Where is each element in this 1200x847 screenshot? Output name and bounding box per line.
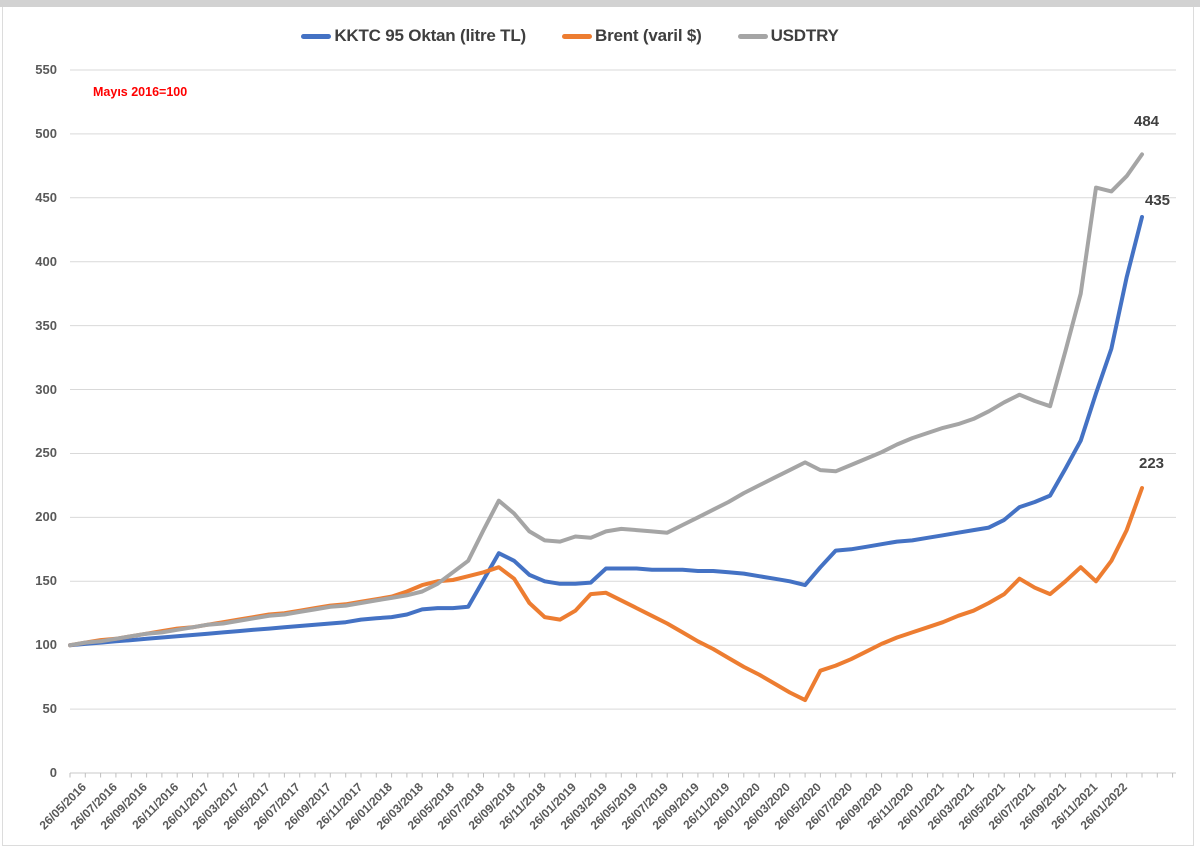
- y-axis-label-0: 0: [49, 765, 57, 780]
- y-axis-label-100: 100: [35, 637, 57, 652]
- y-axis-label-500: 500: [35, 126, 57, 141]
- y-axis-label-200: 200: [35, 509, 57, 524]
- y-axis-label-550: 550: [35, 62, 57, 77]
- series-line-brent: [68, 486, 1144, 703]
- legend-label-usdtry: USDTRY: [770, 26, 839, 45]
- y-axis-label-300: 300: [35, 382, 57, 397]
- legend-swatch-kktc-icon: [301, 33, 332, 39]
- frame-border-bottom: [2, 845, 1194, 846]
- legend-item-kktc-95-oktan[interactable]: KKTC 95 Oktan (litre TL): [301, 26, 526, 46]
- data-label-usdtry: 484: [1134, 113, 1160, 130]
- frame-border-right: [1193, 7, 1194, 845]
- index-base-annotation: Mayıs 2016=100: [93, 85, 188, 99]
- y-axis-label-250: 250: [35, 445, 57, 460]
- y-axis-label-450: 450: [35, 190, 57, 205]
- data-label-brent: 223: [1139, 455, 1165, 472]
- y-axis-label-50: 50: [42, 701, 57, 716]
- series-line-kktc-95-oktan: [68, 215, 1144, 648]
- window-top-edge: [0, 0, 1200, 7]
- legend-swatch-usdtry-icon: [737, 33, 768, 39]
- y-axis-label-350: 350: [35, 318, 57, 333]
- series-line-usdtry: [68, 152, 1144, 648]
- data-label-kktc-95-oktan: 435: [1145, 192, 1171, 209]
- y-axis-label-150: 150: [35, 573, 57, 588]
- legend-item-usdtry[interactable]: USDTRY: [737, 26, 839, 46]
- frame-border-left: [2, 7, 3, 845]
- chart-legend: KKTC 95 Oktan (litre TL) Brent (varil $)…: [0, 26, 1140, 46]
- legend-swatch-brent-icon: [562, 33, 592, 39]
- legend-item-brent[interactable]: Brent (varil $): [562, 26, 702, 46]
- y-axis-label-400: 400: [35, 254, 57, 269]
- legend-label-kktc: KKTC 95 Oktan (litre TL): [334, 26, 526, 45]
- legend-label-brent: Brent (varil $): [595, 26, 702, 45]
